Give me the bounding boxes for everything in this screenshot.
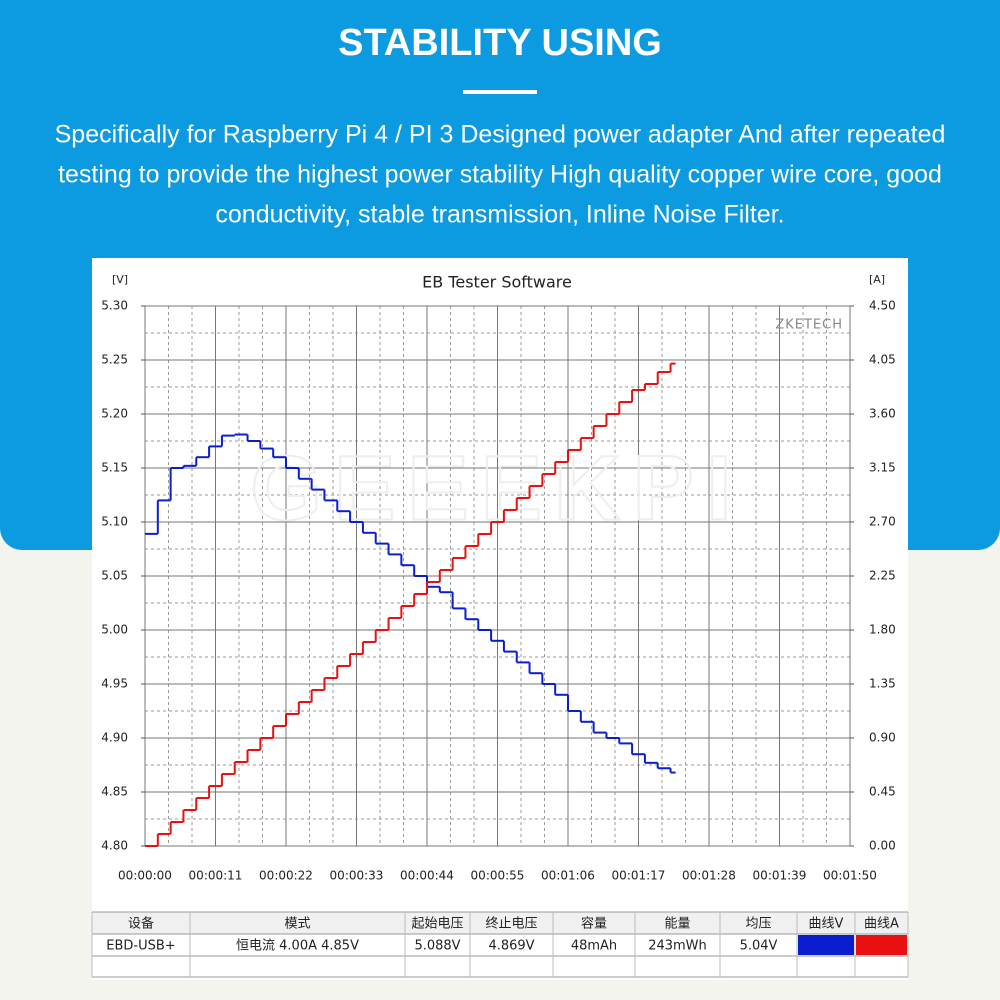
paragraph-line: conductivity, stable transmission, Inlin… [215,201,784,229]
x-tick-label: 00:00:22 [259,869,313,883]
y-tick-label: 5.15 [101,461,128,475]
y2-tick-label: 1.80 [869,623,896,637]
table-header: 曲线V [809,917,844,932]
table-cell: 5.088V [414,939,460,954]
title: STABILITY USING [338,22,662,64]
y2-tick-label: 2.25 [869,569,896,583]
table-header: 终止电压 [485,916,537,932]
x-tick-label: 00:00:00 [118,869,172,883]
paragraph-line: Specifically for Raspberry Pi 4 / PI 3 D… [55,121,946,149]
legend-swatch [798,935,854,955]
legend-swatch [856,935,907,955]
x-tick-label: 00:01:17 [612,869,666,883]
table-cell: EBD-USB+ [106,939,175,954]
y2-tick-label: 2.70 [869,515,896,529]
y-tick-label: 4.80 [101,839,128,853]
title-rule [463,90,537,94]
y2-axis-label: [A] [869,273,885,286]
y-tick-label: 5.05 [101,569,128,583]
y2-tick-label: 0.90 [869,731,896,745]
table-cell: 5.04V [740,939,778,954]
y-tick-label: 4.85 [101,785,128,799]
y-axis-label: [V] [112,273,128,286]
y2-tick-label: 3.60 [869,407,896,421]
x-tick-label: 00:00:33 [330,869,384,883]
table-cell: 恒电流 4.00A 4.85V [236,939,359,954]
chart-title: EB Tester Software [422,273,572,292]
y-tick-label: 5.20 [101,407,128,421]
x-tick-label: 00:00:11 [189,869,243,883]
y2-tick-label: 3.15 [869,461,896,475]
y-tick-label: 5.00 [101,623,128,637]
table-header: 能量 [664,917,690,932]
y2-tick-label: 1.35 [869,677,896,691]
x-tick-label: 00:01:28 [682,869,736,883]
table-header-bg [92,912,908,934]
table-header: 容量 [581,916,607,932]
y-tick-label: 4.90 [101,731,128,745]
y2-tick-label: 0.00 [869,839,896,853]
x-tick-label: 00:00:44 [400,869,454,883]
x-tick-label: 00:01:50 [823,869,877,883]
y2-tick-label: 0.45 [869,785,896,799]
table-cell: 48mAh [571,939,617,954]
y-tick-label: 5.25 [101,353,128,367]
y-tick-label: 5.30 [101,299,128,313]
watermark: GEEEKPI [250,437,743,539]
x-tick-label: 00:01:39 [753,869,807,883]
table-cell: 243mWh [648,939,707,954]
table-header: 曲线A [864,917,899,932]
table-header: 均压 [745,917,771,932]
y2-tick-label: 4.50 [869,299,896,313]
table-header: 起始电压 [411,917,463,932]
x-tick-label: 00:01:06 [541,869,595,883]
paragraph-line: testing to provide the highest power sta… [58,161,942,189]
y-tick-label: 4.95 [101,677,128,691]
brand: ZKETECH [775,318,843,333]
table-header: 设备 [128,916,154,932]
y-tick-label: 5.10 [101,515,128,529]
table-cell: 4.869V [488,939,534,954]
x-tick-label: 00:00:55 [471,869,525,883]
y2-tick-label: 4.05 [869,353,896,367]
table-header: 模式 [284,917,310,932]
